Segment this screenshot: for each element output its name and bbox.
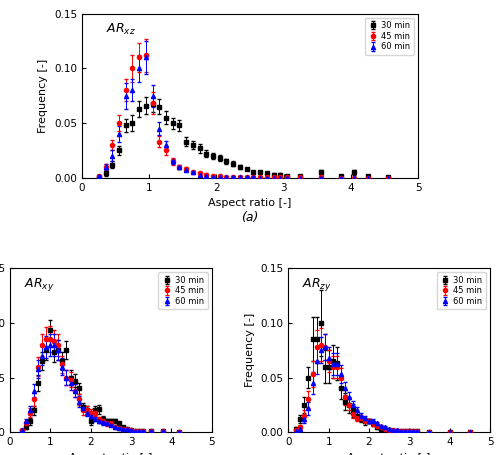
Text: (a): (a) [242, 211, 258, 224]
Text: $\mathit{AR}_{xy}$: $\mathit{AR}_{xy}$ [24, 276, 54, 293]
Y-axis label: Frequency [-]: Frequency [-] [245, 313, 255, 387]
Legend: 30 min, 45 min, 60 min: 30 min, 45 min, 60 min [364, 18, 414, 55]
Text: $\mathit{AR}_{xz}$: $\mathit{AR}_{xz}$ [106, 22, 136, 37]
Y-axis label: Frequency [-]: Frequency [-] [38, 59, 48, 133]
Text: $\mathit{AR}_{zy}$: $\mathit{AR}_{zy}$ [302, 276, 332, 293]
X-axis label: Aspect ratio [-]: Aspect ratio [-] [208, 198, 292, 208]
X-axis label: Aspect ratio [-]: Aspect ratio [-] [69, 453, 152, 455]
X-axis label: Aspect ratio [-]: Aspect ratio [-] [348, 453, 431, 455]
Legend: 30 min, 45 min, 60 min: 30 min, 45 min, 60 min [158, 272, 208, 309]
Legend: 30 min, 45 min, 60 min: 30 min, 45 min, 60 min [436, 272, 486, 309]
